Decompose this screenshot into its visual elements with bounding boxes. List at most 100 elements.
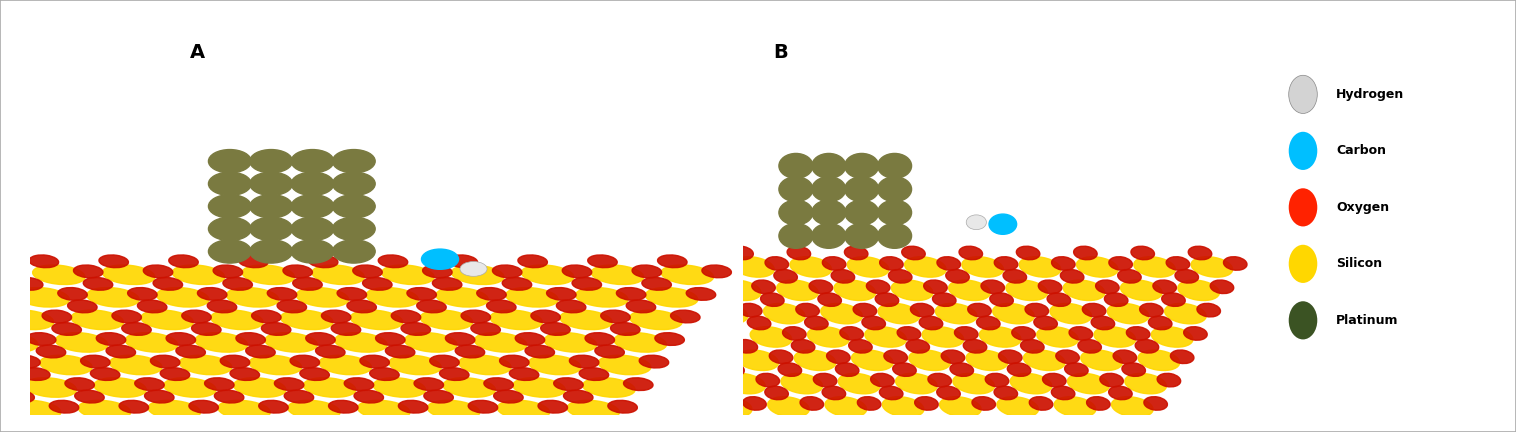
Ellipse shape <box>58 288 88 300</box>
Ellipse shape <box>1069 327 1093 340</box>
Ellipse shape <box>179 355 232 375</box>
Ellipse shape <box>852 350 893 371</box>
Ellipse shape <box>362 277 393 290</box>
Ellipse shape <box>840 327 864 340</box>
Ellipse shape <box>951 363 973 376</box>
Ellipse shape <box>923 280 948 294</box>
Ellipse shape <box>750 327 791 347</box>
Circle shape <box>878 177 911 202</box>
Circle shape <box>878 223 911 248</box>
Ellipse shape <box>849 340 872 353</box>
Ellipse shape <box>121 323 152 335</box>
Ellipse shape <box>74 390 105 403</box>
Ellipse shape <box>126 333 177 352</box>
Ellipse shape <box>1111 397 1154 417</box>
Ellipse shape <box>52 323 82 335</box>
Ellipse shape <box>822 386 846 400</box>
Ellipse shape <box>600 310 631 323</box>
Ellipse shape <box>844 246 869 260</box>
Ellipse shape <box>940 397 981 417</box>
Ellipse shape <box>567 400 620 420</box>
Ellipse shape <box>153 277 182 290</box>
Ellipse shape <box>220 355 250 368</box>
Ellipse shape <box>808 327 849 347</box>
Ellipse shape <box>518 255 547 268</box>
Ellipse shape <box>417 300 446 313</box>
Ellipse shape <box>280 310 334 330</box>
Ellipse shape <box>999 350 1022 364</box>
Ellipse shape <box>24 378 76 397</box>
Ellipse shape <box>960 246 982 260</box>
Ellipse shape <box>321 310 350 323</box>
Ellipse shape <box>21 368 50 381</box>
Ellipse shape <box>443 378 496 397</box>
Ellipse shape <box>985 373 1008 387</box>
Ellipse shape <box>941 350 964 364</box>
Text: A: A <box>190 43 205 62</box>
Ellipse shape <box>831 270 855 283</box>
Ellipse shape <box>1081 350 1122 371</box>
Ellipse shape <box>112 310 141 323</box>
Circle shape <box>332 240 374 263</box>
Ellipse shape <box>218 400 270 420</box>
Ellipse shape <box>461 310 491 323</box>
Ellipse shape <box>506 288 558 307</box>
Ellipse shape <box>249 355 302 375</box>
Ellipse shape <box>390 355 441 375</box>
Ellipse shape <box>706 303 747 324</box>
Circle shape <box>1289 75 1317 114</box>
Ellipse shape <box>0 333 38 352</box>
Ellipse shape <box>902 246 925 260</box>
Ellipse shape <box>632 265 661 278</box>
Ellipse shape <box>614 333 667 352</box>
Ellipse shape <box>582 378 635 397</box>
Ellipse shape <box>191 323 221 335</box>
Ellipse shape <box>764 386 788 400</box>
Ellipse shape <box>817 293 841 306</box>
Ellipse shape <box>756 373 779 387</box>
Ellipse shape <box>283 390 314 403</box>
Ellipse shape <box>196 333 247 352</box>
Circle shape <box>1289 188 1317 226</box>
Ellipse shape <box>318 355 371 375</box>
Ellipse shape <box>946 270 969 283</box>
Ellipse shape <box>423 265 452 278</box>
Ellipse shape <box>296 288 349 307</box>
Ellipse shape <box>243 265 294 285</box>
Ellipse shape <box>1078 340 1102 353</box>
Ellipse shape <box>1076 257 1119 277</box>
Circle shape <box>332 172 374 195</box>
Ellipse shape <box>805 316 828 330</box>
Ellipse shape <box>655 333 684 346</box>
Ellipse shape <box>1052 257 1075 270</box>
Ellipse shape <box>86 288 139 307</box>
Ellipse shape <box>670 310 700 323</box>
Ellipse shape <box>547 288 576 300</box>
Ellipse shape <box>1004 270 1026 283</box>
Ellipse shape <box>452 265 503 285</box>
Ellipse shape <box>9 400 61 420</box>
Ellipse shape <box>246 345 276 358</box>
Ellipse shape <box>629 310 682 330</box>
Ellipse shape <box>928 373 952 387</box>
Ellipse shape <box>377 255 408 268</box>
Ellipse shape <box>365 288 418 307</box>
Ellipse shape <box>791 340 816 353</box>
Ellipse shape <box>230 368 259 381</box>
Circle shape <box>250 217 293 241</box>
Ellipse shape <box>68 300 97 313</box>
Ellipse shape <box>391 310 421 323</box>
Ellipse shape <box>594 345 625 358</box>
Ellipse shape <box>529 355 581 375</box>
Ellipse shape <box>796 303 819 317</box>
Ellipse shape <box>641 277 672 290</box>
Ellipse shape <box>908 350 951 371</box>
Ellipse shape <box>265 333 317 352</box>
Ellipse shape <box>330 323 361 335</box>
Ellipse shape <box>0 300 27 313</box>
Text: Carbon: Carbon <box>1336 144 1386 157</box>
Ellipse shape <box>353 265 382 278</box>
Ellipse shape <box>922 327 964 347</box>
Ellipse shape <box>350 310 403 330</box>
Ellipse shape <box>531 310 561 323</box>
